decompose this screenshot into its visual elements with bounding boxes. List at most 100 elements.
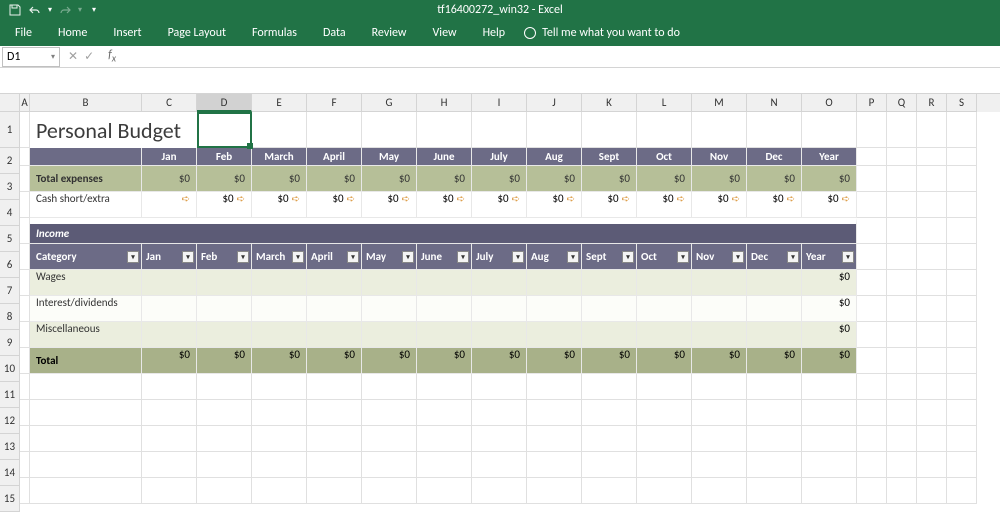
cell[interactable] [747, 478, 802, 504]
cell[interactable]: March▾ [252, 244, 307, 270]
cell[interactable] [802, 400, 857, 426]
cell[interactable] [582, 296, 637, 322]
cell[interactable] [472, 478, 527, 504]
cell[interactable] [527, 374, 582, 400]
cell[interactable] [747, 322, 802, 348]
cell[interactable]: Year [802, 148, 857, 166]
cell[interactable] [30, 374, 142, 400]
col-header[interactable]: I [472, 94, 527, 112]
cell[interactable] [857, 166, 887, 192]
cell[interactable] [582, 322, 637, 348]
cell[interactable]: $0 [252, 166, 307, 192]
fx-icon[interactable]: fx [102, 48, 122, 64]
col-header[interactable]: J [527, 94, 582, 112]
cell[interactable]: April▾ [307, 244, 362, 270]
col-header[interactable]: K [582, 94, 637, 112]
cell[interactable]: $0 ➪ [692, 192, 747, 218]
cell[interactable] [802, 478, 857, 504]
cell[interactable] [417, 322, 472, 348]
cell[interactable] [307, 426, 362, 452]
filter-dropdown-icon[interactable]: ▾ [567, 251, 579, 263]
cell[interactable]: $0 [307, 348, 362, 374]
cell[interactable] [857, 112, 887, 148]
cell[interactable] [252, 322, 307, 348]
cell[interactable] [887, 322, 917, 348]
tell-me-search[interactable]: Tell me what you want to do [524, 26, 680, 40]
cell[interactable] [362, 400, 417, 426]
cell[interactable] [307, 296, 362, 322]
cell[interactable]: $0 [692, 166, 747, 192]
filter-dropdown-icon[interactable]: ▾ [842, 251, 854, 263]
cell[interactable]: $0 [362, 166, 417, 192]
cell[interactable]: Miscellaneous [30, 322, 142, 348]
cell[interactable] [30, 426, 142, 452]
cell[interactable] [947, 270, 977, 296]
cell[interactable] [20, 112, 30, 148]
cell[interactable]: $0 ➪ [582, 192, 637, 218]
cell[interactable] [20, 148, 30, 166]
cell[interactable] [887, 270, 917, 296]
cell[interactable] [857, 400, 887, 426]
cell[interactable]: May▾ [362, 244, 417, 270]
cell[interactable] [30, 148, 142, 166]
cell[interactable] [917, 426, 947, 452]
cell[interactable] [917, 112, 947, 148]
save-icon[interactable] [8, 3, 22, 17]
cell[interactable] [20, 322, 30, 348]
undo-icon[interactable] [28, 3, 42, 17]
cell[interactable] [887, 112, 917, 148]
filter-dropdown-icon[interactable]: ▾ [127, 251, 139, 263]
cell[interactable] [197, 270, 252, 296]
cell[interactable]: Aug [527, 148, 582, 166]
filter-dropdown-icon[interactable]: ▾ [732, 251, 744, 263]
cell[interactable] [472, 270, 527, 296]
cell[interactable]: $0 [582, 348, 637, 374]
cell[interactable] [20, 244, 30, 270]
row-header[interactable]: 9 [0, 330, 20, 356]
cell[interactable] [692, 112, 747, 148]
cell[interactable]: July [472, 148, 527, 166]
cell[interactable] [887, 296, 917, 322]
cell[interactable]: $0 [252, 348, 307, 374]
cell[interactable] [947, 218, 977, 244]
cell[interactable] [917, 478, 947, 504]
cell[interactable] [637, 374, 692, 400]
cell[interactable] [417, 112, 472, 148]
cell[interactable] [887, 148, 917, 166]
filter-dropdown-icon[interactable]: ▾ [512, 251, 524, 263]
cell[interactable] [917, 192, 947, 218]
cell[interactable] [472, 426, 527, 452]
cell[interactable]: $0 [802, 348, 857, 374]
undo-dropdown-icon[interactable]: ▾ [48, 5, 52, 15]
cell[interactable] [252, 400, 307, 426]
cell[interactable]: Jan▾ [142, 244, 197, 270]
cell[interactable]: Sept▾ [582, 244, 637, 270]
cell[interactable] [362, 322, 417, 348]
tab-insert[interactable]: Insert [100, 20, 154, 46]
col-header[interactable]: F [307, 94, 362, 112]
cell[interactable] [947, 296, 977, 322]
cell[interactable] [887, 218, 917, 244]
tab-formulas[interactable]: Formulas [239, 20, 310, 46]
cell[interactable] [472, 112, 527, 148]
cell[interactable]: $0 ➪ [307, 192, 362, 218]
cell[interactable] [887, 192, 917, 218]
cell[interactable] [142, 478, 197, 504]
cell[interactable] [142, 400, 197, 426]
cell[interactable]: $0 [142, 348, 197, 374]
cell[interactable] [582, 112, 637, 148]
cell[interactable] [947, 112, 977, 148]
cell[interactable] [887, 166, 917, 192]
cell[interactable] [947, 400, 977, 426]
cell[interactable] [197, 426, 252, 452]
cell[interactable]: May [362, 148, 417, 166]
cell[interactable]: $0 [582, 166, 637, 192]
cell[interactable]: Nov▾ [692, 244, 747, 270]
row-header[interactable]: 14 [0, 460, 20, 486]
cell[interactable] [747, 374, 802, 400]
cell[interactable] [747, 112, 802, 148]
cell[interactable] [747, 426, 802, 452]
cell[interactable]: $0 ➪ [472, 192, 527, 218]
cell[interactable] [20, 218, 30, 244]
cell[interactable] [747, 296, 802, 322]
